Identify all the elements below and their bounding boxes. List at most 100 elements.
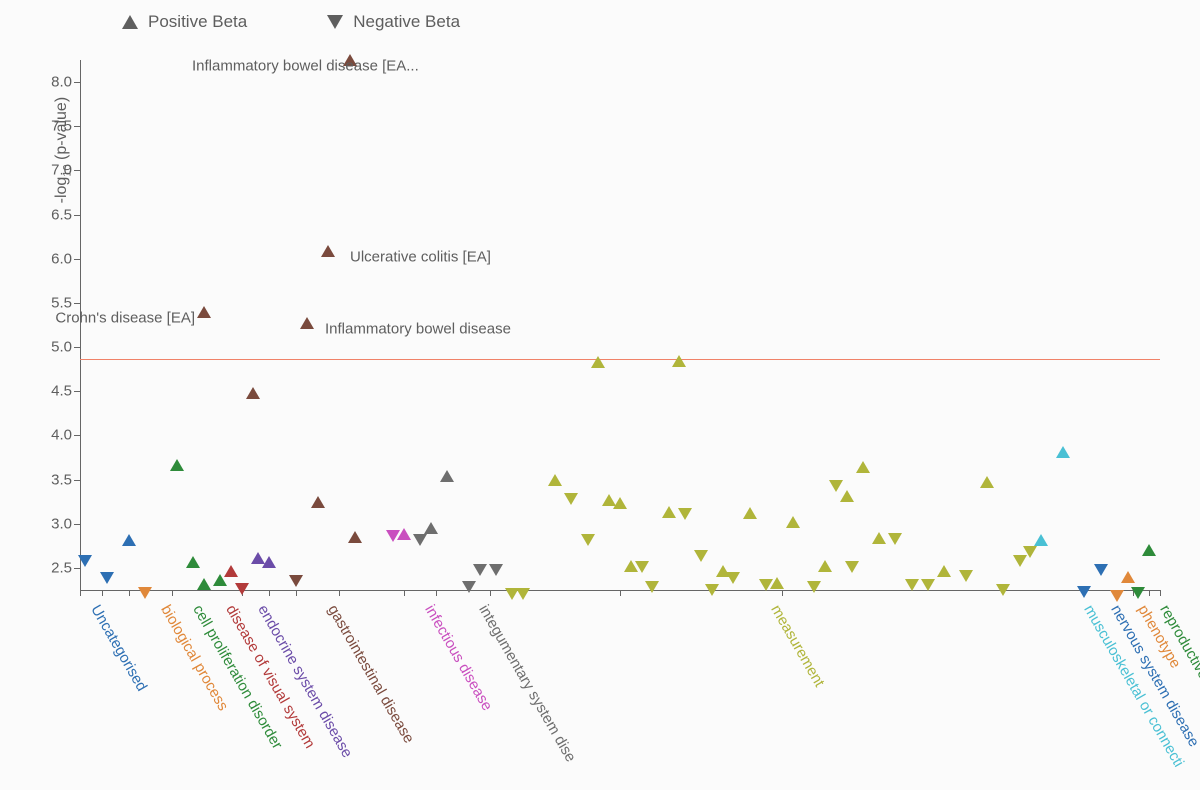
- marker-positive-beta[interactable]: [1034, 534, 1048, 546]
- marker-positive-beta[interactable]: [548, 474, 562, 486]
- marker-positive-beta[interactable]: [197, 578, 211, 590]
- marker-negative-beta[interactable]: [462, 581, 476, 593]
- marker-negative-beta[interactable]: [581, 534, 595, 546]
- chart-legend: Positive BetaNegative Beta: [122, 12, 460, 32]
- marker-positive-beta[interactable]: [937, 565, 951, 577]
- marker-positive-beta[interactable]: [1056, 446, 1070, 458]
- marker-negative-beta[interactable]: [959, 570, 973, 582]
- marker-negative-beta[interactable]: [78, 555, 92, 567]
- marker-negative-beta[interactable]: [905, 579, 919, 591]
- y-tick-mark: [74, 215, 80, 216]
- marker-negative-beta[interactable]: [1077, 586, 1091, 598]
- marker-positive-beta[interactable]: [840, 490, 854, 502]
- y-tick-label: 7.5: [51, 118, 72, 135]
- marker-negative-beta[interactable]: [807, 581, 821, 593]
- y-tick-label: 5.0: [51, 339, 72, 356]
- marker-positive-beta[interactable]: [613, 497, 627, 509]
- y-tick-label: 6.5: [51, 206, 72, 223]
- marker-negative-beta[interactable]: [1094, 564, 1108, 576]
- marker-negative-beta[interactable]: [694, 550, 708, 562]
- marker-negative-beta[interactable]: [888, 533, 902, 545]
- marker-positive-beta[interactable]: [1121, 571, 1135, 583]
- legend-label: Positive Beta: [148, 12, 247, 32]
- marker-positive-beta[interactable]: [170, 459, 184, 471]
- marker-positive-beta[interactable]: [348, 531, 362, 543]
- y-tick-label: 7.0: [51, 162, 72, 179]
- point-annotation-label: Inflammatory bowel disease [EA...: [192, 58, 419, 75]
- marker-positive-beta[interactable]: [122, 534, 136, 546]
- triangle-up-icon: [122, 15, 138, 29]
- marker-positive-beta[interactable]: [224, 565, 238, 577]
- marker-positive-beta[interactable]: [246, 387, 260, 399]
- marker-positive-beta[interactable]: [786, 516, 800, 528]
- y-tick-mark: [74, 568, 80, 569]
- marker-positive-beta[interactable]: [818, 560, 832, 572]
- marker-positive-beta[interactable]: [672, 355, 686, 367]
- y-tick-mark: [74, 259, 80, 260]
- marker-positive-beta[interactable]: [770, 577, 784, 589]
- marker-positive-beta[interactable]: [186, 556, 200, 568]
- marker-negative-beta[interactable]: [645, 581, 659, 593]
- marker-negative-beta[interactable]: [635, 561, 649, 573]
- x-tick-mark: [102, 590, 103, 596]
- marker-negative-beta[interactable]: [1023, 546, 1037, 558]
- x-tick-mark: [1149, 590, 1150, 596]
- marker-positive-beta[interactable]: [856, 461, 870, 473]
- marker-positive-beta[interactable]: [1142, 544, 1156, 556]
- marker-negative-beta[interactable]: [138, 587, 152, 599]
- marker-negative-beta[interactable]: [516, 588, 530, 600]
- x-tick-mark: [80, 590, 81, 596]
- point-annotation-label: Ulcerative colitis [EA]: [350, 248, 491, 265]
- y-tick-label: 6.0: [51, 250, 72, 267]
- plot-area: 2.53.03.54.04.55.05.56.06.57.07.58.0Infl…: [80, 60, 1160, 590]
- x-tick-mark: [172, 590, 173, 596]
- marker-positive-beta[interactable]: [321, 245, 335, 257]
- marker-negative-beta[interactable]: [678, 508, 692, 520]
- point-annotation-label: Inflammatory bowel disease: [325, 321, 511, 338]
- marker-positive-beta[interactable]: [872, 532, 886, 544]
- marker-negative-beta[interactable]: [564, 493, 578, 505]
- point-annotation-label: Crohn's disease [EA]: [55, 309, 195, 326]
- marker-positive-beta[interactable]: [591, 356, 605, 368]
- x-category-label: Uncategorised: [87, 602, 150, 694]
- marker-positive-beta[interactable]: [424, 522, 438, 534]
- triangle-down-icon: [327, 15, 343, 29]
- y-tick-mark: [74, 524, 80, 525]
- marker-positive-beta[interactable]: [980, 476, 994, 488]
- y-tick-label: 4.5: [51, 383, 72, 400]
- marker-positive-beta[interactable]: [197, 306, 211, 318]
- marker-negative-beta[interactable]: [921, 579, 935, 591]
- x-tick-mark: [269, 590, 270, 596]
- marker-negative-beta[interactable]: [996, 584, 1010, 596]
- marker-negative-beta[interactable]: [289, 575, 303, 587]
- y-tick-mark: [74, 435, 80, 436]
- y-tick-mark: [74, 303, 80, 304]
- marker-negative-beta[interactable]: [100, 572, 114, 584]
- marker-negative-beta[interactable]: [1110, 590, 1124, 602]
- marker-positive-beta[interactable]: [300, 317, 314, 329]
- marker-positive-beta[interactable]: [743, 507, 757, 519]
- legend-item: Positive Beta: [122, 12, 247, 32]
- y-tick-label: 4.0: [51, 427, 72, 444]
- marker-positive-beta[interactable]: [397, 528, 411, 540]
- marker-positive-beta[interactable]: [440, 470, 454, 482]
- marker-negative-beta[interactable]: [489, 564, 503, 576]
- x-tick-mark: [339, 590, 340, 596]
- y-tick-mark: [74, 480, 80, 481]
- marker-negative-beta[interactable]: [235, 583, 249, 595]
- significance-threshold-line: [80, 359, 1160, 360]
- marker-negative-beta[interactable]: [473, 564, 487, 576]
- y-tick-label: 3.0: [51, 515, 72, 532]
- marker-negative-beta[interactable]: [1131, 587, 1145, 599]
- marker-positive-beta[interactable]: [311, 496, 325, 508]
- y-tick-mark: [74, 170, 80, 171]
- y-tick-mark: [74, 126, 80, 127]
- marker-positive-beta[interactable]: [662, 506, 676, 518]
- marker-negative-beta[interactable]: [413, 534, 427, 546]
- y-axis-title: -log10 (p-value): [53, 97, 73, 204]
- marker-negative-beta[interactable]: [726, 572, 740, 584]
- marker-negative-beta[interactable]: [845, 561, 859, 573]
- marker-negative-beta[interactable]: [705, 584, 719, 596]
- phewas-manhattan-chart: Positive BetaNegative Beta -log10 (p-val…: [0, 0, 1200, 790]
- marker-positive-beta[interactable]: [262, 556, 276, 568]
